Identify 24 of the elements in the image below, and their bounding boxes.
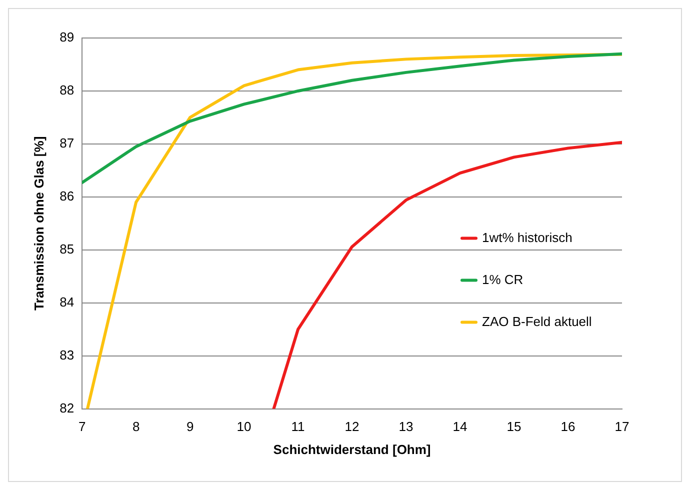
y-tick-label: 85 [60,241,74,256]
y-axis-title: Transmission ohne Glas [%] [31,136,46,310]
y-tick-label: 84 [60,294,74,310]
x-tick-label: 10 [236,419,252,434]
y-tick-label: 88 [60,82,74,98]
legend-label: 1wt% historisch [482,230,572,245]
y-tick-label: 86 [60,188,74,204]
x-tick-label: 16 [560,419,576,434]
y-tick-label: 83 [60,347,74,362]
x-tick-label: 15 [506,419,522,434]
x-tick-label: 13 [398,419,414,434]
y-tick-label: 89 [60,30,74,45]
legend-label: ZAO B-Feld aktuell [482,314,592,329]
y-tick-label: 82 [60,400,74,416]
x-axis-title: Schichtwiderstand [Ohm] [273,442,431,457]
x-tick-label: 14 [452,419,468,434]
x-tick-label: 9 [186,419,194,434]
x-tick-label: 11 [291,419,305,434]
y-tick-label: 87 [60,136,74,151]
legend-label: 1% CR [482,272,524,287]
x-tick-label: 12 [344,419,360,434]
x-tick-label: 17 [614,419,630,434]
x-tick-label: 8 [132,419,140,434]
x-tick-label: 7 [78,419,86,434]
